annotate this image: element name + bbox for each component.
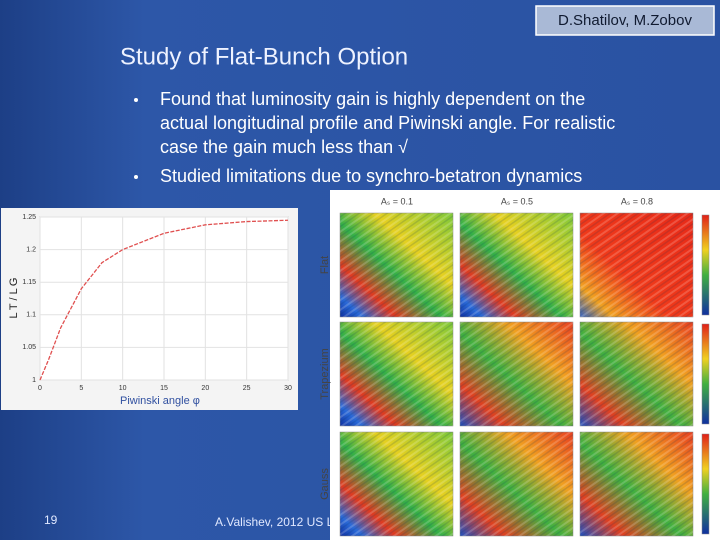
map-texture [460,432,573,536]
column-label: Aₛ = 0.1 [381,196,413,206]
authors: D.Shatilov, M.Zobov [558,12,692,29]
map-texture [580,322,693,426]
color-bar [701,323,710,425]
y-tick-label: 1.1 [26,312,36,319]
y-tick-label: 1.25 [22,214,36,221]
y-tick-label: 1.15 [22,279,36,286]
y-tick-label: 1 [32,377,36,384]
x-tick-label: 0 [38,385,42,392]
row-label: Flat [319,256,331,274]
x-tick-label: 15 [160,385,168,392]
bullet-text: Studied limitations due to synchro-betat… [160,166,582,186]
map-texture [340,213,453,317]
x-tick-label: 10 [119,385,127,392]
x-tick-label: 20 [201,385,209,392]
author-box [535,5,715,36]
bullet-dot [134,98,138,102]
color-bar [701,433,710,535]
row-label: Gauss [319,468,331,500]
column-label: Aₛ = 0.8 [621,196,653,206]
map-texture [340,432,453,536]
y-tick-label: 1.2 [26,246,36,253]
bullet-text: case the gain much less than √ [160,137,408,157]
curve [39,219,289,381]
x-tick-label: 25 [243,385,251,392]
plot: 1 1.05 1.1 1.15 1.2 1.25 0 5 10 15 20 25 30 Piwinski … [8,214,292,407]
map-texture [460,322,573,426]
map-texture [580,213,693,317]
column-label: Aₛ = 0.5 [501,196,533,206]
page-number: 19 [44,513,58,527]
x-axis-label: Piwinski angle φ [120,395,200,407]
row-label: Trapezium [319,348,331,400]
footer-text: A.Valishev, 2012 US L [215,515,334,529]
frequency-maps: Aₛ = 0.1 Aₛ = 0.5 Aₛ = 0.8 Flat Trapezium Gau… [319,196,710,537]
x-tick-label: 5 [79,385,83,392]
map-texture [340,322,453,426]
bullet-text: Found that luminosity gain is highly dep… [160,89,585,109]
map-texture [460,213,573,317]
x-tick-label: 30 [284,385,292,392]
bullet-dot [134,175,138,179]
color-bar [701,214,710,316]
map-texture [580,432,693,536]
y-tick-label: 1.05 [22,344,36,351]
slide-title: Study of Flat-Bunch Option [120,43,408,70]
bullet-text: actual longitudinal profile and Piwinski… [160,113,615,133]
y-axis-label: L T / L G [8,278,20,319]
bullets: Found that luminosity gain is highly dep… [134,89,615,186]
